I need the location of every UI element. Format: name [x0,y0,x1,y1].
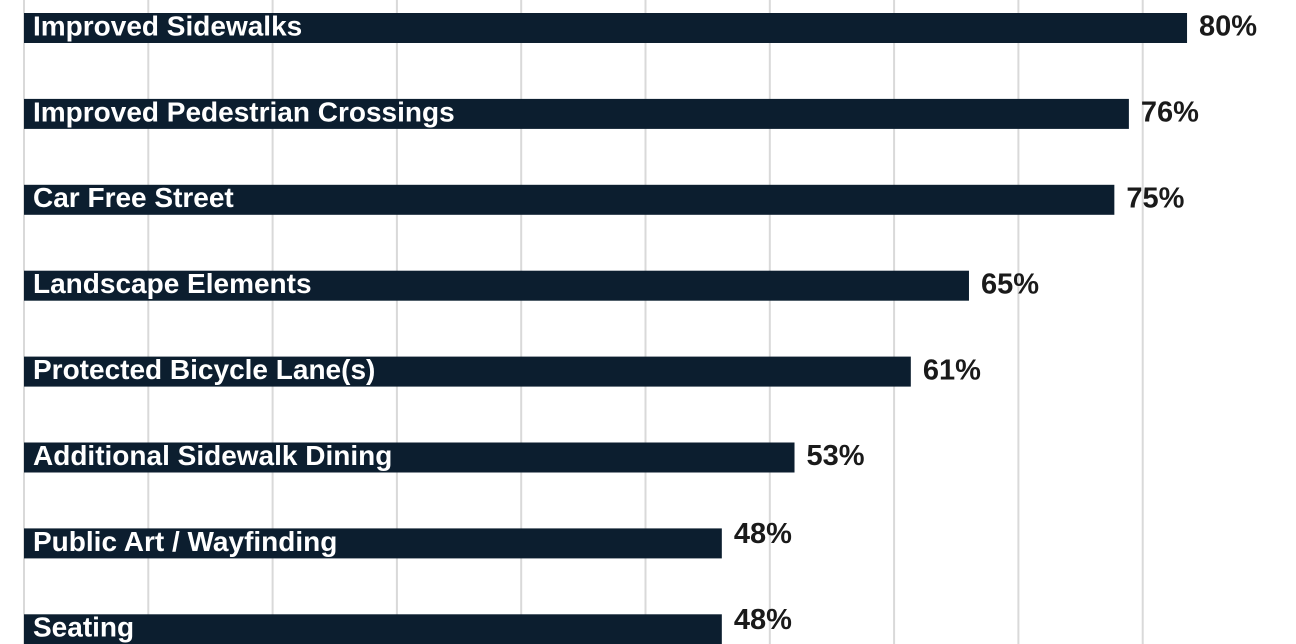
bar [24,13,1188,43]
category-label: Protected Bicycle Lane(s) [33,354,375,385]
value-label: 48% [734,604,792,636]
category-label: Additional Sidewalk Dining [33,440,392,471]
category-label: Improved Pedestrian Crossings [33,96,455,127]
bar [24,184,1115,215]
value-label: 48% [734,518,792,550]
value-label: 65% [981,268,1039,300]
category-label: Landscape Elements [33,268,312,299]
value-label: 80% [1199,11,1257,43]
bar [24,614,722,644]
category-label: Car Free Street [33,182,234,213]
bar [24,356,911,387]
category-label: Improved Sidewalks [33,10,302,41]
category-label: Public Art / Wayfinding [33,526,337,557]
category-label: Seating [33,612,134,643]
value-label: 76% [1141,97,1199,129]
bar [24,98,1129,129]
bar [24,528,722,559]
value-label: 75% [1126,182,1184,214]
bar [24,442,795,473]
value-label: 53% [807,440,865,472]
value-label: 61% [923,354,981,386]
bar [24,270,969,301]
